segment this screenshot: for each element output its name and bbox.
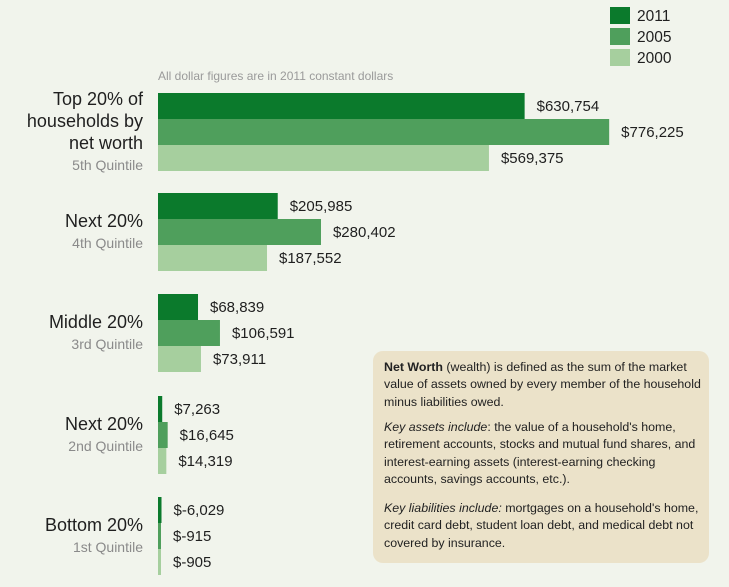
value-label-2011-4: $7,263 bbox=[174, 401, 220, 418]
note-liabilities-text: mortgages on a household's home, credit … bbox=[384, 501, 699, 550]
bar-2000-top-20-of-households-by-net-worth-1 bbox=[158, 145, 489, 171]
bar-2005-top-20-of-households-by-net-worth-1 bbox=[158, 119, 610, 145]
value-label-2000-5: $-905 bbox=[173, 554, 211, 571]
bar-2011-next-20-2 bbox=[158, 193, 278, 219]
value-label-2000-1: $569,375 bbox=[501, 150, 564, 167]
bar-2000-middle-20-3 bbox=[158, 346, 201, 372]
note-net-worth-term: Net Worth bbox=[384, 360, 443, 374]
category-sublabel-1: 5th Quintile bbox=[72, 157, 143, 173]
value-label-2005-2: $280,402 bbox=[333, 224, 396, 241]
note-net-worth-text: (wealth) is defined as the sum of the ma… bbox=[384, 360, 701, 409]
category-sublabel-5: 1st Quintile bbox=[73, 539, 143, 555]
bar-2000-bottom-20-5 bbox=[158, 549, 161, 575]
category-label-4-line-1: Next 20% bbox=[65, 414, 143, 434]
value-label-2011-3: $68,839 bbox=[210, 299, 264, 316]
value-label-2000-2: $187,552 bbox=[279, 250, 342, 267]
value-label-2005-3: $106,591 bbox=[232, 325, 295, 342]
legend-swatch-2000 bbox=[610, 49, 630, 66]
category-label-1-line-2: households by bbox=[27, 111, 143, 131]
note-liabilities-term: Key liabilities include: bbox=[384, 501, 502, 515]
legend-swatch-2011 bbox=[610, 7, 630, 24]
bar-2011-top-20-of-households-by-net-worth-1 bbox=[158, 93, 525, 119]
note-net-worth-paragraph: Net Worth (wealth) is defined as the sum… bbox=[384, 359, 702, 411]
value-label-2011-2: $205,985 bbox=[290, 198, 353, 215]
value-label-2005-5: $-915 bbox=[173, 528, 211, 545]
category-label-2-line-1: Next 20% bbox=[65, 211, 143, 231]
legend-label-2011: 2011 bbox=[637, 8, 670, 25]
category-label-3-line-1: Middle 20% bbox=[49, 312, 143, 332]
value-label-2005-4: $16,645 bbox=[180, 427, 234, 444]
category-sublabel-2: 4th Quintile bbox=[72, 235, 143, 251]
value-label-2005-1: $776,225 bbox=[621, 124, 684, 141]
legend-swatch-2005 bbox=[610, 28, 630, 45]
category-sublabel-3: 3rd Quintile bbox=[71, 336, 143, 352]
note-liabilities-paragraph: Key liabilities include: mortgages on a … bbox=[384, 500, 702, 552]
bar-2011-middle-20-3 bbox=[158, 294, 199, 320]
category-label-1-line-1: Top 20% of bbox=[53, 89, 144, 109]
value-label-2000-4: $14,319 bbox=[178, 453, 232, 470]
category-label-5-line-1: Bottom 20% bbox=[45, 515, 143, 535]
category-sublabel-4: 2nd Quintile bbox=[68, 438, 143, 454]
bar-2011-next-20-4 bbox=[158, 396, 163, 422]
chart-subtitle: All dollar figures are in 2011 constant … bbox=[158, 69, 393, 83]
value-label-2011-5: $-6,029 bbox=[174, 502, 225, 519]
bar-2005-middle-20-3 bbox=[158, 320, 220, 346]
legend-label-2005: 2005 bbox=[637, 29, 671, 46]
definition-note-box: Net Worth (wealth) is defined as the sum… bbox=[373, 351, 709, 563]
legend-label-2000: 2000 bbox=[637, 50, 672, 67]
category-label-1-line-3: net worth bbox=[69, 133, 143, 153]
value-label-2011-1: $630,754 bbox=[537, 98, 600, 115]
bar-2005-next-20-4 bbox=[158, 422, 168, 448]
bar-2005-bottom-20-5 bbox=[158, 523, 161, 549]
bar-2011-bottom-20-5 bbox=[158, 497, 162, 523]
value-label-2000-3: $73,911 bbox=[213, 351, 266, 368]
note-assets-text: : the value of a household's home, retir… bbox=[384, 420, 696, 487]
bar-2005-next-20-2 bbox=[158, 219, 321, 245]
note-assets-term: Key assets include bbox=[384, 420, 488, 434]
bar-2000-next-20-4 bbox=[158, 448, 167, 474]
note-assets-paragraph: Key assets include: the value of a house… bbox=[384, 419, 702, 489]
bar-2000-next-20-2 bbox=[158, 245, 268, 271]
